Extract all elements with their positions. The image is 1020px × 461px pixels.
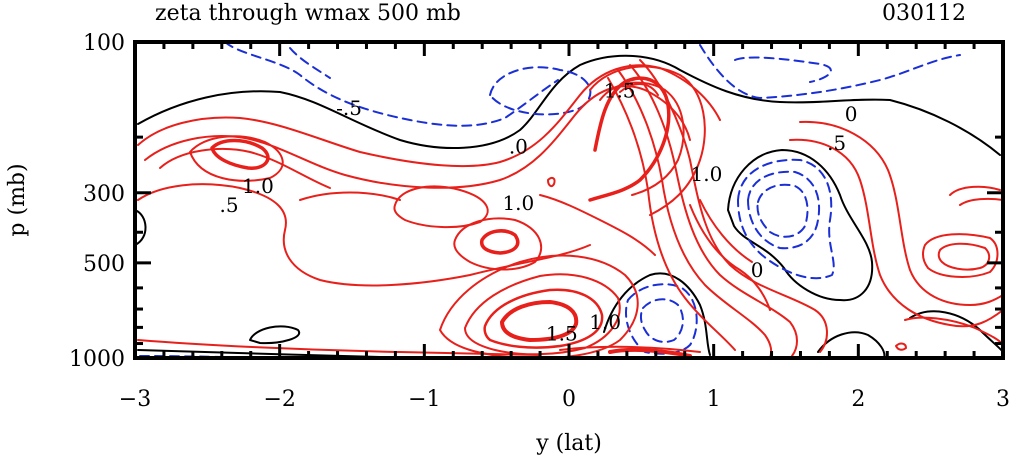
- positive-contour-right-outer-2: [799, 120, 1003, 306]
- positive-contour-inner-left: [393, 185, 489, 229]
- positive-contour-lower-3: [483, 288, 604, 349]
- positive-contour-bottom-core: [608, 347, 692, 358]
- contour-label: 0: [845, 102, 858, 126]
- zero-contour-left-edge: [135, 209, 147, 246]
- contour-label: 1.0: [589, 310, 621, 334]
- negative-contour-top: [224, 42, 559, 127]
- contour-label: 1.0: [502, 191, 534, 215]
- positive-contour-left-blob-core: [479, 229, 520, 255]
- positive-contour-bottom-right: [904, 316, 1003, 346]
- positive-contour-left-3: [189, 135, 284, 182]
- zero-contour-upper: [137, 54, 1001, 156]
- contour-label: 1.0: [691, 162, 723, 186]
- contour-label: .5: [827, 131, 846, 155]
- positive-contour-upper-core: [588, 76, 671, 202]
- positive-contour-left-1: [144, 85, 691, 189]
- positive-contour-bottom-mid: [559, 345, 701, 353]
- positive-contours: [137, 59, 1003, 358]
- positive-contour-lower-outer: [439, 254, 639, 358]
- positive-contour-bottom-left: [137, 339, 541, 356]
- positive-contour-small-mark: [547, 176, 556, 188]
- y-axis: 100 300 500 1000: [69, 31, 1003, 372]
- contour-label: -.5: [336, 96, 362, 120]
- x-tick-label: 0: [562, 387, 576, 412]
- positive-contour-right-edge-1: [949, 185, 1001, 196]
- contour-labels: -.5.01.50.51.01.0.5 1.001.01.5: [219, 79, 857, 346]
- negative-contour-lower-outer: [625, 283, 698, 355]
- x-tick-label: −2: [263, 387, 295, 412]
- x-tick-label: −3: [119, 387, 151, 412]
- y-tick-label: 100: [83, 31, 125, 56]
- negative-contour-top-right-small: [734, 56, 832, 83]
- contour-label: .0: [509, 134, 528, 158]
- zero-contour-bottom-right: [817, 331, 886, 358]
- negative-contour-top-right-loop: [489, 66, 592, 116]
- positive-contour-upper-thin: [619, 83, 659, 96]
- positive-contour-center-band-5: [689, 204, 771, 311]
- contour-label: .5: [219, 193, 238, 217]
- positive-contour-center-band-6: [699, 199, 753, 263]
- positive-contour-left-2: [159, 147, 331, 189]
- positive-contour-left-mid: [299, 191, 401, 201]
- negative-contour-right-inner: [756, 183, 809, 238]
- zero-contour-lower-center: [603, 272, 711, 356]
- x-axis-title: y (lat): [535, 431, 602, 456]
- negative-contour-top-inner: [289, 47, 331, 79]
- x-tick-label: −1: [408, 387, 440, 412]
- contour-label: 1.5: [604, 79, 636, 103]
- zero-contour-left-small: [249, 325, 301, 345]
- positive-contour-lower-core: [500, 300, 579, 342]
- negative-contour-lower-inner: [639, 298, 684, 343]
- positive-contour-lower-2: [464, 273, 621, 356]
- positive-contour-right-edge-2: [959, 197, 1003, 206]
- x-tick-label: 1: [707, 387, 721, 412]
- date-label: 030112: [882, 1, 966, 26]
- y-axis-title: p (mb): [5, 163, 30, 236]
- positive-contour-left-blob: [453, 217, 543, 271]
- chart-title: zeta through wmax 500 mb: [155, 1, 461, 26]
- x-tick-label: 3: [996, 387, 1010, 412]
- y-tick-label: 300: [83, 182, 125, 207]
- negative-contour-right-outer: [737, 158, 835, 280]
- y-tick-label: 500: [83, 252, 125, 277]
- positive-contour-tiny-right: [895, 342, 907, 351]
- contour-lines: [135, 42, 1003, 358]
- contour-label: 1.0: [242, 174, 274, 198]
- negative-contour-top-far-right: [699, 44, 961, 99]
- positive-contour-upper-mid: [589, 65, 706, 216]
- y-tick-label: 1000: [69, 347, 125, 372]
- x-tick-label: 2: [851, 387, 865, 412]
- x-axis: −3 −2 −1 0 1 2 3: [119, 42, 1010, 412]
- positive-contour-left-core: [210, 138, 270, 170]
- contour-label: 1.5: [546, 321, 578, 345]
- positive-contour-right-outer: [789, 138, 1003, 328]
- positive-contour-right-blob-inner: [937, 242, 991, 271]
- contour-label: 0: [751, 258, 764, 282]
- positive-contour-right-blob: [922, 233, 999, 278]
- positive-contour-center-mid: [539, 194, 656, 256]
- positive-contour-upper-mid-inner: [599, 81, 685, 196]
- negative-contours: [139, 42, 961, 358]
- zero-contour-right-loop: [727, 149, 874, 302]
- positive-contour-center-band-3: [617, 69, 773, 358]
- negative-contour-right-middle: [747, 170, 821, 250]
- positive-contour-center-band-2: [629, 64, 798, 357]
- positive-contour-center-band-4: [607, 77, 736, 351]
